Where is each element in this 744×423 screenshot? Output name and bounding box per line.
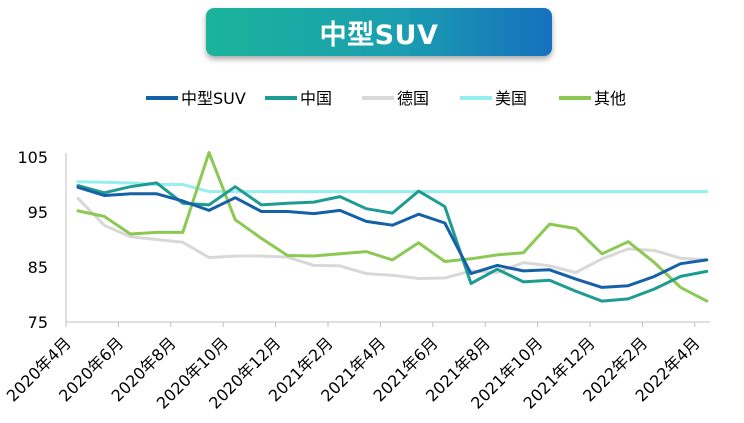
legend-label: 其他 — [594, 89, 626, 108]
series-line-4 — [76, 151, 709, 303]
legend-label: 中国 — [300, 89, 332, 108]
series-line-0 — [76, 185, 709, 289]
legend-label: 美国 — [495, 89, 527, 108]
y-tick-label: 105 — [17, 148, 48, 167]
chart-title: 中型SUV — [319, 19, 439, 51]
y-tick-label: 75 — [28, 313, 48, 332]
chart-title-banner: 中型SUV — [206, 8, 552, 56]
series-line-2 — [76, 196, 709, 280]
series-line-3 — [76, 180, 709, 194]
y-tick-label: 95 — [28, 203, 48, 222]
legend-label: 中型SUV — [181, 89, 246, 108]
y-tick-label: 85 — [28, 258, 48, 277]
series-line-1 — [76, 181, 709, 303]
legend-label: 德国 — [397, 89, 429, 108]
